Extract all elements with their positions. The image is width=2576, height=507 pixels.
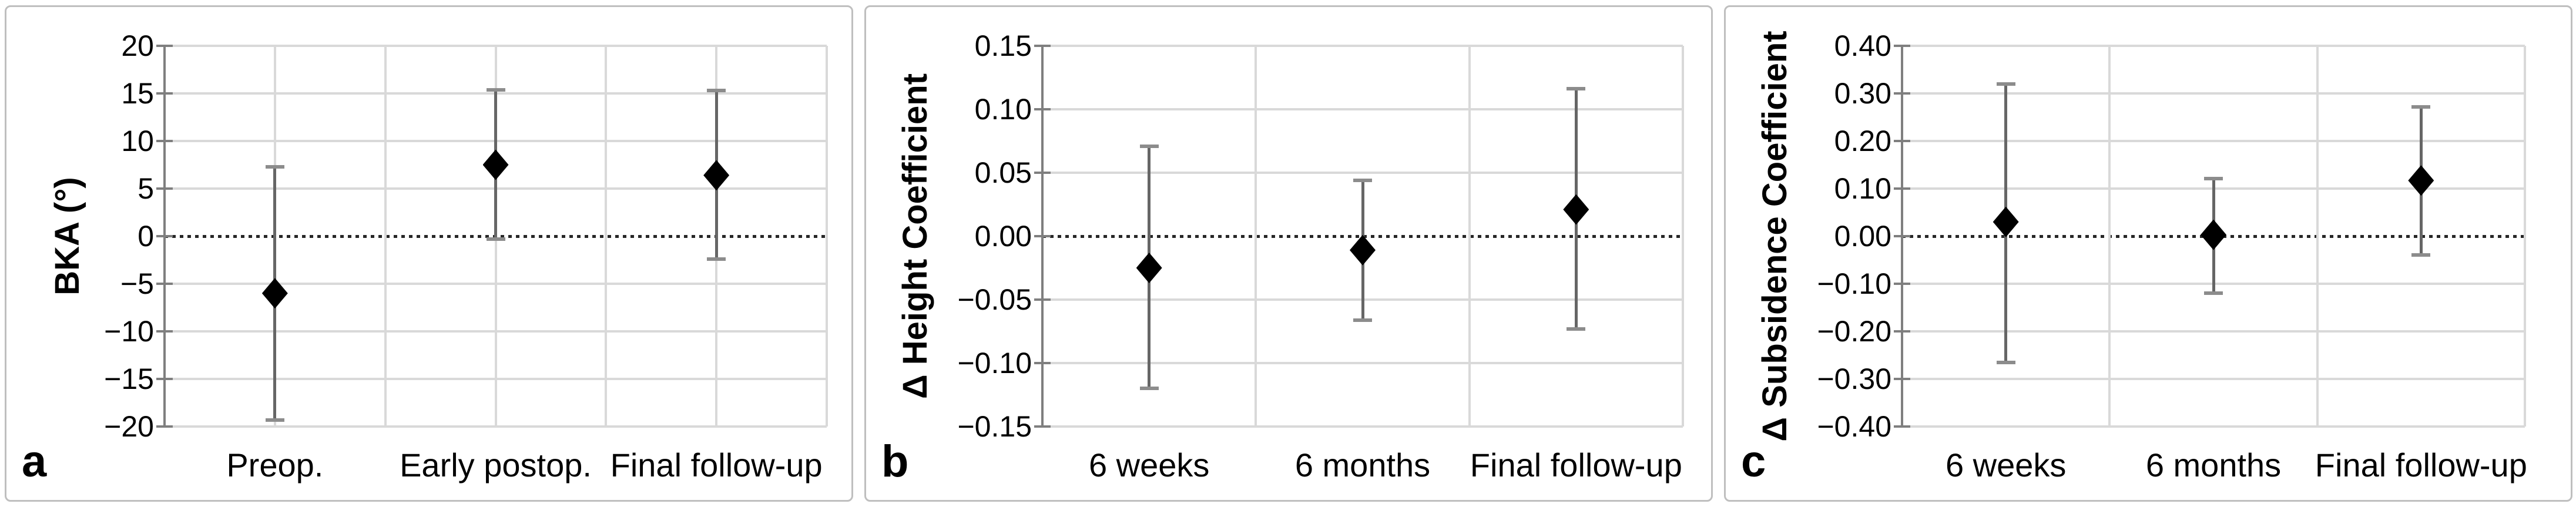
mean-marker (482, 149, 509, 180)
y-gridline (1042, 425, 1683, 428)
x-gridline (1255, 46, 1257, 427)
mean-marker (703, 160, 730, 191)
x-gridline (2524, 46, 2526, 427)
x-gridline (2108, 46, 2111, 427)
category-label: Final follow-up (2315, 446, 2527, 484)
category-label: Early postop. (400, 446, 592, 484)
x-gridline (826, 46, 828, 427)
error-bar-cap-upper (1567, 87, 1586, 91)
y-tick-mark (1894, 425, 1910, 428)
y-gridline (1902, 330, 2525, 333)
y-tick-label: 5 (137, 172, 154, 205)
y-tick-label: −15 (104, 362, 154, 395)
error-bar-cap-lower (1139, 387, 1159, 391)
mean-marker (1993, 206, 2019, 237)
y-tick-label: 0.20 (1834, 125, 1891, 157)
panel-b: Δ Height Coefficient b 0.15 0.10 0.05 0.00−… (864, 5, 1713, 502)
mean-marker (1350, 234, 1376, 266)
y-gridline (1902, 425, 2525, 428)
y-tick-label: 20 (121, 29, 154, 62)
y-tick-label: 0.10 (1834, 172, 1891, 205)
category-label: Final follow-up (1470, 446, 1682, 484)
mean-marker (1136, 253, 1162, 283)
error-bar-cap-lower (1353, 318, 1372, 322)
y-gridline (1042, 45, 1683, 47)
error-bar-cap-upper (1353, 178, 1372, 182)
error-bar-cap-upper (1996, 82, 2015, 86)
mean-marker (2201, 219, 2226, 250)
y-tick-label: −20 (104, 410, 154, 443)
error-bar-cap-lower (2411, 253, 2431, 257)
y-tick-label: −0.10 (1817, 267, 1891, 300)
y-tick-label: 0.00 (1834, 220, 1891, 253)
y-tick-label: 0.00 (974, 220, 1032, 253)
y-gridline (1042, 108, 1683, 110)
y-tick-label: −10 (104, 315, 154, 348)
panel-letter-b: b (881, 437, 909, 486)
x-gridline (1468, 46, 1471, 427)
y-axis-line (163, 46, 166, 427)
y-tick-label: −0.05 (957, 283, 1032, 316)
y-gridline (1042, 362, 1683, 364)
x-gridline (2316, 46, 2319, 427)
error-bar-cap-upper (1139, 144, 1159, 148)
error-bar-cap-lower (1567, 327, 1586, 331)
y-tick-label: −0.40 (1817, 410, 1891, 443)
y-axis-line (1041, 46, 1044, 427)
y-tick-label: 0.30 (1834, 77, 1891, 110)
category-label: 6 weeks (1945, 446, 2067, 484)
panel-c: Δ Subsidence Coefficient c 0.40 0.30 0.20 0… (1724, 5, 2572, 502)
category-label: 6 weeks (1088, 446, 1210, 484)
category-label: Preop. (226, 446, 324, 484)
y-axis-line (1901, 46, 1903, 427)
panel-letter-a: a (22, 437, 47, 486)
panel-letter-c: c (1741, 437, 1766, 486)
y-tick-label: 15 (121, 77, 154, 110)
y-tick-label: 0 (137, 220, 154, 253)
y-gridline (165, 425, 827, 428)
y-tick-label: 0.05 (974, 156, 1032, 189)
mean-marker (2408, 165, 2434, 196)
y-gridline (1902, 140, 2525, 142)
y-tick-label: 0.10 (974, 93, 1032, 126)
error-bar-cap-lower (1996, 360, 2015, 364)
y-tick-label: −5 (120, 267, 154, 300)
y-tick-mark (1034, 425, 1051, 428)
category-label: 6 months (2145, 446, 2282, 484)
mean-marker (1563, 194, 1589, 225)
y-tick-label: 0.15 (974, 29, 1032, 62)
error-bar-cap-lower (707, 257, 726, 261)
panel-a: BKA (°) a 20 15 10 5 0 −5 −10 −15 −20 Preop. Early… (5, 5, 853, 502)
error-bar-cap-upper (486, 88, 505, 92)
y-tick-label: −0.10 (957, 347, 1032, 380)
y-gridline (1902, 92, 2525, 95)
x-gridline (1682, 46, 1684, 427)
category-label: Final follow-up (610, 446, 823, 484)
y-tick-mark (156, 425, 173, 428)
y-tick-label: 10 (121, 125, 154, 157)
category-label: 6 months (1294, 446, 1431, 484)
error-bar-cap-lower (486, 237, 505, 241)
error-bar-cap-lower (2204, 291, 2223, 296)
error-bar-cap-lower (265, 418, 284, 422)
y-tick-label: −0.15 (957, 410, 1032, 443)
x-gridline (384, 46, 387, 427)
error-bar-cap-upper (707, 89, 726, 93)
error-bar-cap-upper (2411, 105, 2431, 109)
y-gridline (1902, 45, 2525, 47)
y-gridline (1042, 172, 1683, 174)
error-bar-cap-upper (265, 164, 284, 169)
x-gridline (605, 46, 608, 427)
y-tick-label: 0.40 (1834, 29, 1891, 62)
error-bar-cap-upper (2204, 176, 2223, 180)
y-tick-label: −0.20 (1817, 315, 1891, 348)
y-gridline (1902, 378, 2525, 380)
y-tick-label: −0.30 (1817, 362, 1891, 395)
